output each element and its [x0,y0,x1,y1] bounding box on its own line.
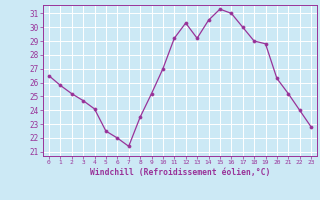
X-axis label: Windchill (Refroidissement éolien,°C): Windchill (Refroidissement éolien,°C) [90,168,270,177]
